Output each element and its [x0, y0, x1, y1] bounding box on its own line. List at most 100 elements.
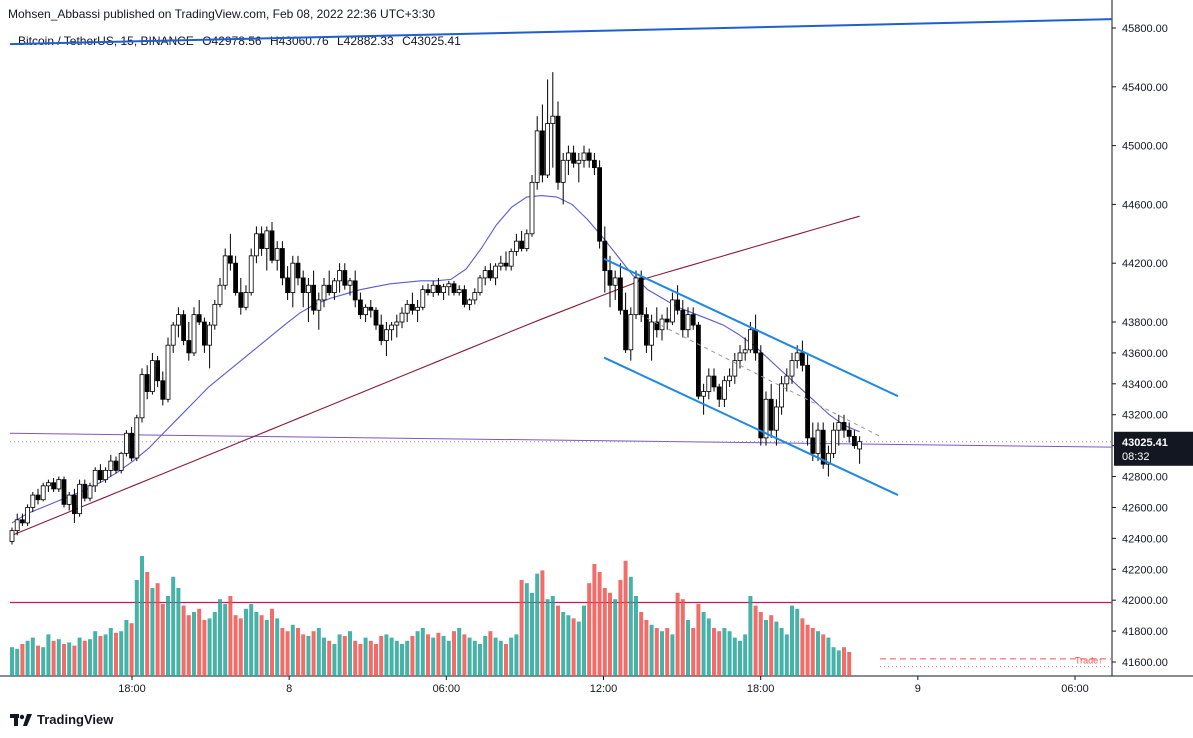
channel-upper-line[interactable]: [603, 257, 899, 398]
candle-body[interactable]: [685, 314, 691, 331]
candle-body[interactable]: [248, 255, 254, 294]
candle-body[interactable]: [207, 324, 213, 346]
candle-body[interactable]: [175, 314, 181, 326]
candle-body[interactable]: [181, 314, 187, 341]
candle-body[interactable]: [503, 262, 509, 267]
candle-body[interactable]: [461, 289, 467, 305]
candle-body[interactable]: [690, 314, 696, 326]
candle-body[interactable]: [680, 309, 686, 331]
candle-body[interactable]: [846, 429, 852, 437]
candle-body[interactable]: [472, 292, 478, 301]
candle-body[interactable]: [493, 265, 499, 279]
candle-body[interactable]: [368, 306, 374, 311]
candle-body[interactable]: [139, 374, 145, 419]
candle-body[interactable]: [165, 344, 171, 400]
candle-body[interactable]: [482, 270, 488, 279]
candle-body[interactable]: [269, 230, 275, 261]
candle-body[interactable]: [857, 441, 862, 450]
candle-body[interactable]: [305, 284, 311, 293]
candle-body[interactable]: [836, 422, 842, 431]
candle-body[interactable]: [46, 482, 51, 487]
candle-body[interactable]: [732, 360, 738, 377]
candle-body[interactable]: [238, 292, 244, 308]
price-chart[interactable]: 41600.00 41800.00 42000.00 42200.00 42400.00…: [0, 0, 1193, 705]
candle-body[interactable]: [644, 314, 649, 346]
candle-body[interactable]: [550, 115, 556, 124]
candle-body[interactable]: [706, 375, 712, 392]
candle-body[interactable]: [519, 240, 524, 249]
candle-body[interactable]: [420, 289, 426, 308]
candle-body[interactable]: [144, 374, 150, 392]
candle-body[interactable]: [113, 460, 119, 471]
candle-body[interactable]: [217, 284, 223, 305]
candle-body[interactable]: [737, 352, 743, 362]
candle-body[interactable]: [357, 299, 363, 316]
candle-body[interactable]: [72, 494, 77, 515]
candle-body[interactable]: [451, 283, 457, 293]
candle-body[interactable]: [612, 277, 618, 286]
candle-body[interactable]: [592, 159, 597, 169]
candle-body[interactable]: [285, 277, 291, 293]
candle-body[interactable]: [98, 469, 103, 481]
candle-body[interactable]: [155, 360, 161, 382]
candle-body[interactable]: [222, 255, 228, 286]
candle-body[interactable]: [300, 277, 306, 293]
candle-body[interactable]: [170, 324, 176, 346]
candle-body[interactable]: [508, 251, 514, 267]
candle-body[interactable]: [659, 318, 665, 331]
candle-body[interactable]: [66, 494, 72, 505]
candle-body[interactable]: [212, 303, 218, 326]
candle-body[interactable]: [337, 270, 343, 282]
candle-body[interactable]: [711, 375, 717, 388]
candle-body[interactable]: [103, 469, 108, 481]
candle-body[interactable]: [430, 284, 436, 293]
candle-body[interactable]: [581, 152, 587, 161]
candle-body[interactable]: [363, 306, 369, 316]
candle-body[interactable]: [768, 398, 774, 431]
candle-body[interactable]: [477, 277, 483, 293]
candle-body[interactable]: [748, 329, 753, 351]
candle-body[interactable]: [633, 277, 639, 316]
candle-body[interactable]: [487, 270, 493, 279]
candle-body[interactable]: [51, 482, 56, 490]
candle-body[interactable]: [92, 469, 98, 487]
candle-body[interactable]: [789, 360, 795, 377]
candle-body[interactable]: [30, 494, 36, 508]
candle-body[interactable]: [129, 432, 135, 459]
candle-body[interactable]: [555, 115, 561, 183]
candle-body[interactable]: [326, 284, 332, 293]
candle-body[interactable]: [290, 262, 296, 294]
candle-body[interactable]: [394, 321, 400, 326]
candle-body[interactable]: [597, 167, 602, 242]
candle-body[interactable]: [852, 435, 857, 447]
candle-body[interactable]: [435, 284, 441, 293]
candle-body[interactable]: [498, 262, 504, 267]
candle-body[interactable]: [607, 270, 613, 286]
candle-body[interactable]: [243, 292, 249, 308]
candle-body[interactable]: [586, 152, 592, 161]
candle-body[interactable]: [456, 289, 462, 294]
candle-body[interactable]: [186, 340, 192, 354]
candle-body[interactable]: [378, 324, 384, 341]
candle-body[interactable]: [628, 314, 634, 351]
candle-body[interactable]: [108, 460, 114, 471]
candle-body[interactable]: [196, 314, 202, 323]
candle-body[interactable]: [389, 324, 395, 331]
candle-body[interactable]: [19, 519, 25, 524]
candle-body[interactable]: [831, 429, 836, 454]
candle-body[interactable]: [664, 318, 670, 323]
candle-body[interactable]: [753, 329, 758, 354]
candle-body[interactable]: [61, 479, 67, 505]
candle-body[interactable]: [227, 255, 233, 264]
channel-lower-line[interactable]: [603, 356, 899, 496]
candle-body[interactable]: [716, 386, 722, 400]
candle-body[interactable]: [118, 452, 124, 471]
candle-body[interactable]: [571, 152, 576, 164]
candle-body[interactable]: [160, 380, 166, 400]
candle-body[interactable]: [722, 380, 727, 400]
candle-body[interactable]: [14, 519, 20, 532]
candle-body[interactable]: [763, 398, 769, 439]
candle-body[interactable]: [446, 283, 452, 288]
candle-body[interactable]: [623, 309, 628, 351]
candle-body[interactable]: [321, 284, 327, 301]
